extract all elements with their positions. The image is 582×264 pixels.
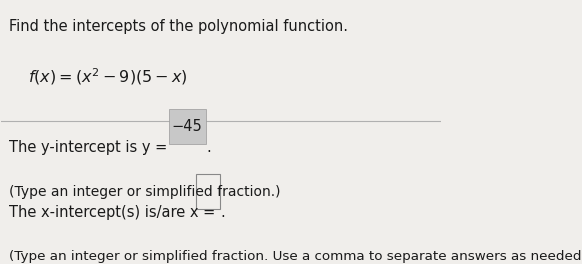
Text: Find the intercepts of the polynomial function.: Find the intercepts of the polynomial fu… — [9, 19, 348, 34]
Text: $f(x) = (x^2 - 9)(5 - x)$: $f(x) = (x^2 - 9)(5 - x)$ — [28, 66, 187, 87]
Text: The y-intercept is y =: The y-intercept is y = — [9, 140, 172, 155]
FancyBboxPatch shape — [169, 109, 206, 144]
FancyBboxPatch shape — [196, 174, 220, 209]
Text: (Type an integer or simplified fraction. Use a comma to separate answers as need: (Type an integer or simplified fraction.… — [9, 249, 582, 263]
Text: (Type an integer or simplified fraction.): (Type an integer or simplified fraction.… — [9, 185, 281, 199]
Text: .: . — [220, 205, 225, 220]
Text: The x-intercept(s) is/are x =: The x-intercept(s) is/are x = — [9, 205, 220, 220]
Text: −45: −45 — [172, 119, 203, 134]
Text: .: . — [206, 140, 211, 155]
